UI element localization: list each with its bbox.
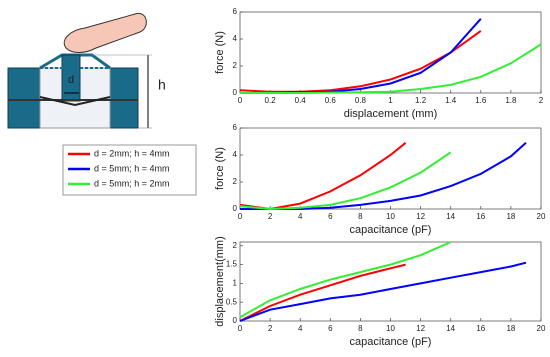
x-tick-label: 2 [268, 324, 273, 333]
x-tick-label: 16 [476, 212, 485, 221]
y-tick-label: 6 [233, 7, 238, 16]
plot-frame [239, 241, 542, 322]
x-tick-label: 1.8 [505, 96, 517, 105]
legend-label: d = 5mm; h = 2mm [94, 178, 170, 188]
y-tick-label: 4 [233, 150, 238, 159]
x-tick-label: 0 [238, 324, 243, 333]
d-label: d [68, 74, 74, 86]
y-tick-label: 2 [233, 61, 238, 70]
series-line [240, 43, 542, 94]
y-tick-label: 0.5 [226, 297, 238, 306]
x-tick-label: 14 [446, 212, 455, 221]
x-tick-label: 8 [358, 324, 363, 333]
plot-frame [239, 127, 542, 210]
x-tick-label: 14 [446, 324, 455, 333]
x-tick-label: 10 [386, 212, 395, 221]
x-tick-label: 6 [328, 212, 333, 221]
y-tick-label: 1 [233, 278, 238, 287]
legend-label: d = 2mm; h = 4mm [94, 148, 170, 158]
x-tick-label: 0.6 [325, 96, 337, 105]
series-line [239, 263, 406, 322]
x-tick-label: 0.4 [295, 96, 307, 105]
y-tick-label: 4 [233, 34, 238, 43]
x-tick-label: 18 [506, 324, 515, 333]
x-tick-label: 0.8 [355, 96, 367, 105]
y-tick-label: 2 [233, 241, 238, 250]
x-axis-label: capacitance (pF) [350, 336, 432, 348]
x-tick-label: 2 [268, 212, 273, 221]
right-block [109, 67, 139, 129]
x-tick-label: 2 [539, 96, 544, 105]
x-tick-label: 8 [358, 212, 363, 221]
y-tick-label: 6 [233, 123, 238, 132]
series-line [239, 151, 452, 211]
finger [63, 12, 147, 53]
x-axis-label: capacitance (pF) [350, 224, 432, 236]
x-tick-label: 1.6 [475, 96, 487, 105]
x-tick-label: 12 [416, 324, 425, 333]
y-tick-label: 0 [233, 88, 238, 97]
x-tick-label: 18 [506, 212, 515, 221]
series-line [239, 30, 482, 93]
x-tick-label: 12 [416, 212, 425, 221]
sensor-diagram: d h [7, 12, 166, 129]
x-tick-label: 1.4 [445, 96, 457, 105]
x-tick-label: 4 [298, 324, 303, 333]
x-tick-label: 16 [476, 324, 485, 333]
x-tick-label: 20 [537, 212, 546, 221]
x-tick-label: 0.2 [265, 96, 277, 105]
x-tick-label: 1 [388, 96, 393, 105]
left-block [7, 67, 41, 129]
h-label: h [158, 77, 166, 93]
x-tick-label: 0 [238, 212, 243, 221]
x-tick-label: 0 [238, 96, 243, 105]
y-axis-label: displacement(mm) [214, 236, 226, 326]
series-line [239, 261, 527, 322]
x-tick-label: 20 [537, 324, 546, 333]
x-axis-label: displacement (mm) [344, 108, 438, 120]
y-tick-label: 2 [233, 177, 238, 186]
electrode-bend [39, 96, 111, 107]
x-tick-label: 4 [298, 212, 303, 221]
y-tick-label: 0 [233, 204, 238, 213]
x-tick-label: 10 [386, 324, 395, 333]
y-tick-label: 0 [233, 316, 238, 325]
x-tick-label: 6 [328, 324, 333, 333]
x-tick-label: 1.2 [415, 96, 427, 105]
legend-label: d = 5mm; h = 4mm [94, 163, 170, 173]
y-tick-label: 1.5 [226, 260, 238, 269]
y-axis-label: force (N) [214, 31, 226, 74]
plot-frame [239, 11, 542, 94]
series-line [239, 241, 452, 319]
y-axis-label: force (N) [214, 147, 226, 190]
